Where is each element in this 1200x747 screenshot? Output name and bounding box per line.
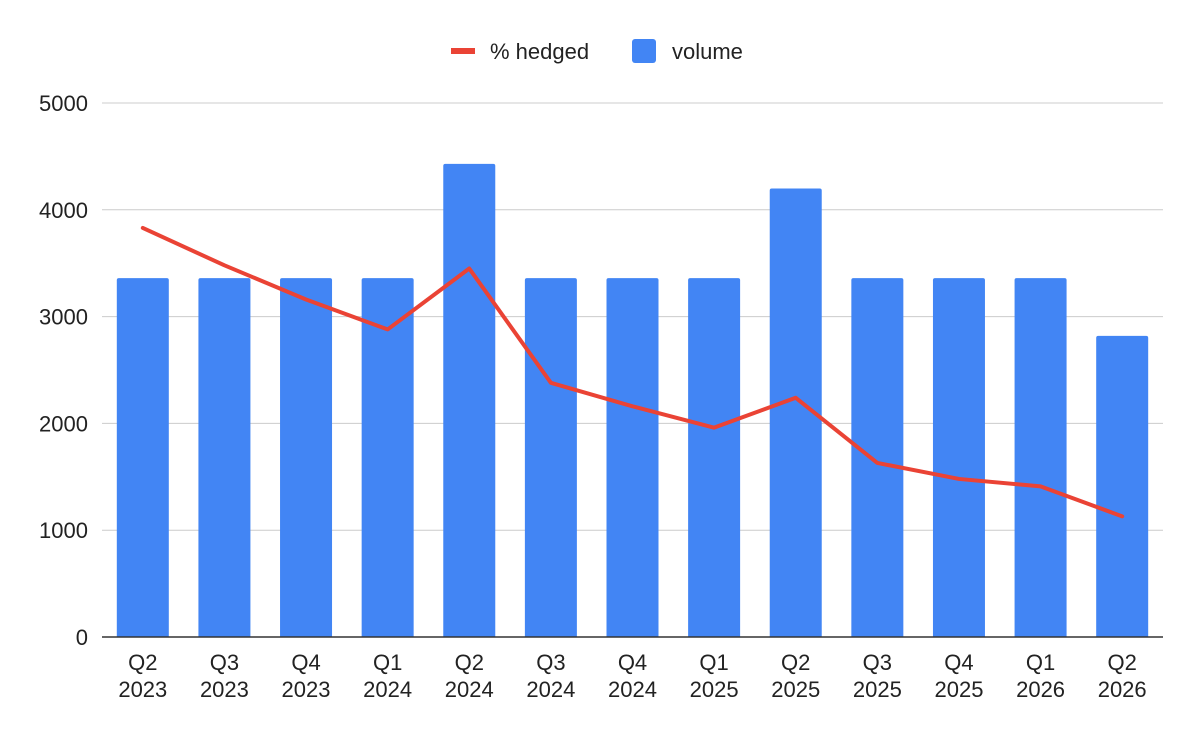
volume-bar [280,278,333,637]
hedged-line [140,225,1125,519]
legend-label-volume: volume [672,39,743,64]
y-tick-label: 0 [76,625,88,650]
hedged-series-line [140,225,1125,519]
volume-bars [116,163,1149,637]
volume-bar [198,278,251,637]
legend-label-hedged: % hedged [490,39,589,64]
x-tick-label: Q2 2026 [1098,650,1147,702]
x-tick-label: Q3 2023 [200,650,249,702]
x-tick-label: Q1 2024 [363,650,412,702]
legend-swatch-volume [632,39,656,63]
volume-bar [116,278,169,637]
y-tick-label: 3000 [39,305,88,330]
x-tick-label: Q1 2025 [690,650,739,702]
x-tick-label: Q2 2025 [771,650,820,702]
x-tick-label: Q4 2023 [282,650,331,702]
axes: 0 1000 2000 3000 4000 5000 Q2 2023 Q3 2023 Q4 2023 Q… [39,91,1163,702]
legend-swatch-hedged [451,48,475,54]
y-tick-label: 1000 [39,518,88,543]
x-tick-label: Q3 2024 [526,650,575,702]
x-tick-label: Q2 2023 [118,650,167,702]
volume-bar [443,163,496,637]
y-tick-label: 2000 [39,411,88,436]
volume-bar [769,188,822,637]
y-tick-label: 5000 [39,91,88,116]
volume-bar [1014,278,1067,637]
volume-bar [361,278,414,637]
x-tick-label: Q3 2025 [853,650,902,702]
volume-bar [1096,335,1149,637]
x-tick-label: Q2 2024 [445,650,494,702]
volume-bar [524,278,577,637]
x-tick-label: Q4 2024 [608,650,657,702]
legend: % hedged volume [451,39,743,64]
x-tick-label: Q4 2025 [934,650,983,702]
volume-bar [606,278,659,637]
x-tick-label: Q1 2026 [1016,650,1065,702]
volume-bar [932,278,985,637]
volume-bar [851,278,904,637]
volume-bar [688,278,741,637]
y-tick-label: 4000 [39,198,88,223]
